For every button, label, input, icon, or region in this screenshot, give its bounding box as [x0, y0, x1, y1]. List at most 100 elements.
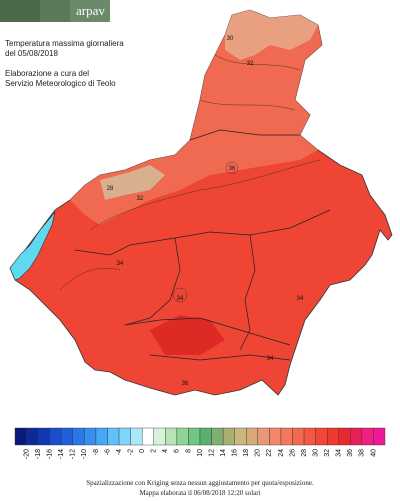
- legend-swatch: [350, 427, 363, 446]
- contour-label: 34: [177, 296, 184, 302]
- legend-label: -6: [104, 449, 111, 455]
- legend-swatch: [292, 427, 305, 446]
- province-border: [124, 317, 291, 346]
- legend-label: -8: [93, 449, 100, 455]
- legend-label: 24: [278, 449, 285, 457]
- province-border: [124, 237, 181, 326]
- legend-swatch: [257, 427, 270, 446]
- legend-label: -2: [127, 449, 134, 455]
- legend-label: 6: [174, 449, 181, 453]
- logo-box: [70, 0, 110, 22]
- legend-swatch: [315, 427, 328, 446]
- contour-label: 30: [227, 36, 234, 42]
- legend-swatch: [84, 427, 97, 446]
- title: Temperatura massima giornaliera: [5, 39, 124, 48]
- credit: Elaborazione a cura del: [5, 69, 89, 78]
- legend-swatch: [246, 427, 259, 446]
- province-border: [74, 209, 331, 256]
- borders: [74, 129, 331, 361]
- legend-swatch: [176, 427, 189, 446]
- legend-swatch: [49, 427, 62, 446]
- legend-label: 34: [336, 449, 343, 457]
- legend-label: 32: [324, 449, 331, 457]
- contours: [59, 54, 321, 303]
- legend-swatch: [303, 427, 316, 446]
- province-border: [189, 129, 300, 141]
- south-zone: [150, 315, 225, 355]
- logo-mark: [0, 0, 40, 22]
- legend-label: -4: [116, 449, 123, 455]
- legend-swatch: [72, 427, 85, 446]
- contour: [59, 267, 121, 291]
- province-border: [239, 234, 256, 351]
- legend: -20 -18 -16 -14 -12 -10 -8 -6 -4 -2 0 2 4 6 8 10 12 14 16 1…: [14, 427, 386, 459]
- contour: [89, 159, 321, 231]
- legend-swatch: [280, 427, 293, 446]
- legend-swatch: [373, 427, 386, 446]
- legend-label: 12: [208, 449, 215, 457]
- legend-swatch: [361, 427, 374, 446]
- credit: Servizio Meteorologico di Teolo: [5, 79, 116, 88]
- legend-swatch: [188, 427, 201, 446]
- legend-label: 36: [347, 449, 354, 457]
- legend-label: 26: [289, 449, 296, 457]
- legend-label: 14: [220, 449, 227, 457]
- legend-label: 40: [370, 449, 377, 457]
- legend-label: 30: [312, 449, 319, 457]
- legend-label: -20: [23, 449, 30, 459]
- date: del 05/08/2018: [5, 49, 58, 58]
- contour-label: 28: [107, 186, 114, 192]
- legend-swatch: [26, 427, 39, 446]
- legend-swatch: [234, 427, 247, 446]
- contour-label: 34: [117, 261, 124, 267]
- contour: [172, 287, 188, 303]
- legend-swatch: [153, 427, 166, 446]
- legend-label: -18: [35, 449, 42, 459]
- legend-swatch: [130, 427, 143, 446]
- contour: [214, 54, 301, 71]
- legend-swatch: [222, 427, 235, 446]
- footer-note: Mappa elaborata il 06/08/2018 12:20 sola…: [139, 489, 260, 497]
- legend-label: 16: [232, 449, 239, 457]
- legend-label: 2: [151, 449, 158, 453]
- contour-label: 34: [267, 356, 274, 362]
- legend-label: 28: [301, 449, 308, 457]
- contour: [225, 161, 239, 175]
- legend-label: 0: [139, 449, 146, 453]
- legend-swatch: [199, 427, 212, 446]
- contour-label: 36: [229, 166, 236, 172]
- legend-label: 18: [243, 449, 250, 457]
- legend-label: -14: [58, 449, 65, 459]
- legend-swatch: [61, 427, 74, 446]
- legend-swatch: [211, 427, 224, 446]
- legend-label: 20: [255, 449, 262, 457]
- legend-label: 8: [185, 449, 192, 453]
- legend-label: -12: [70, 449, 77, 459]
- legend-label: -16: [47, 449, 54, 459]
- legend-swatch: [326, 427, 339, 446]
- logo-mark: [40, 0, 70, 22]
- legend-label: 4: [162, 449, 169, 453]
- legend-label: -10: [81, 449, 88, 459]
- mountain-zone: [225, 10, 318, 60]
- footer-note: Spazializzazione con Kriging senza nessu…: [86, 479, 314, 487]
- legend-swatch: [95, 427, 108, 446]
- legend-swatch: [269, 427, 282, 446]
- lake: [9, 211, 56, 281]
- legend-label: 22: [266, 449, 273, 457]
- logo-text: arpav: [76, 3, 105, 18]
- legend-swatch: [338, 427, 351, 446]
- map: 34 32 30 34 36 34 32 28 34 36: [9, 9, 393, 396]
- legend-swatch: [165, 427, 178, 446]
- contour-label: 36: [182, 381, 189, 387]
- contour: [199, 99, 296, 111]
- legend-swatch: [118, 427, 131, 446]
- legend-swatch: [141, 427, 154, 446]
- province-border: [149, 354, 291, 361]
- legend-label: 38: [359, 449, 366, 457]
- legend-swatch: [14, 427, 27, 446]
- contour-label: 32: [247, 61, 254, 67]
- contour-label: 34: [297, 296, 304, 302]
- contour-label: 32: [137, 196, 144, 202]
